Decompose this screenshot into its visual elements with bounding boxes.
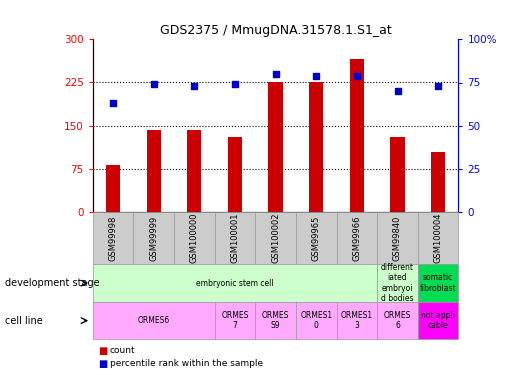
Title: GDS2375 / MmugDNA.31578.1.S1_at: GDS2375 / MmugDNA.31578.1.S1_at: [160, 24, 392, 37]
Text: ORMES6: ORMES6: [138, 316, 170, 325]
Text: GSM100001: GSM100001: [231, 213, 240, 263]
Point: [312, 73, 321, 79]
Point: [434, 83, 443, 89]
Point: [271, 71, 280, 77]
Point: [352, 73, 361, 79]
Text: not appli
cable: not appli cable: [421, 311, 455, 330]
Text: GSM99998: GSM99998: [109, 215, 118, 261]
Text: GSM100000: GSM100000: [190, 213, 199, 263]
Bar: [106, 165, 120, 212]
Text: GSM99999: GSM99999: [149, 216, 158, 261]
Text: GSM99966: GSM99966: [352, 215, 361, 261]
Bar: [350, 60, 364, 212]
Bar: [309, 82, 323, 212]
Text: different
iated
embryoi
d bodies: different iated embryoi d bodies: [381, 263, 414, 303]
Point: [393, 88, 402, 94]
Text: cell line: cell line: [5, 316, 43, 326]
Text: GSM100004: GSM100004: [434, 213, 443, 263]
Text: embryonic stem cell: embryonic stem cell: [196, 279, 274, 288]
Bar: [269, 82, 282, 212]
Text: ORMES1
0: ORMES1 0: [300, 311, 332, 330]
Text: count: count: [110, 346, 135, 355]
Text: ORMES
7: ORMES 7: [222, 311, 249, 330]
Text: development stage: development stage: [5, 278, 100, 288]
Text: somatic
fibroblast: somatic fibroblast: [420, 273, 456, 293]
Text: percentile rank within the sample: percentile rank within the sample: [110, 359, 263, 368]
Point: [149, 81, 158, 87]
Text: ORMES1
3: ORMES1 3: [341, 311, 373, 330]
Bar: [228, 137, 242, 212]
Text: ■: ■: [98, 346, 107, 355]
Bar: [147, 130, 161, 212]
Point: [231, 81, 239, 87]
Point: [109, 100, 117, 106]
Text: ORMES
S9: ORMES S9: [262, 311, 289, 330]
Text: GSM99840: GSM99840: [393, 215, 402, 261]
Point: [190, 83, 199, 89]
Text: GSM99965: GSM99965: [312, 215, 321, 261]
Text: ■: ■: [98, 359, 107, 369]
Bar: [431, 152, 445, 212]
Text: ORMES
6: ORMES 6: [384, 311, 411, 330]
Bar: [391, 137, 404, 212]
Bar: [187, 130, 201, 212]
Text: GSM100002: GSM100002: [271, 213, 280, 263]
